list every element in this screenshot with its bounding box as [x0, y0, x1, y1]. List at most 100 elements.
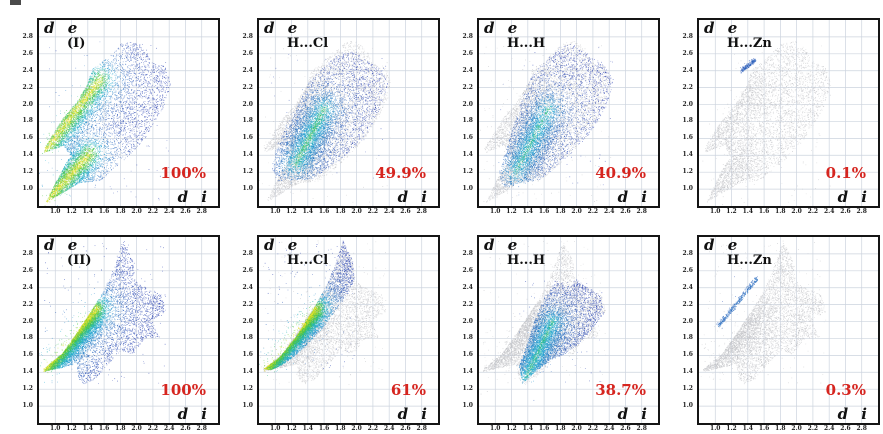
- y-tick-label: 2.2: [242, 300, 253, 308]
- percentage-label: 49.9%: [375, 164, 426, 182]
- x-tick-label: 2.0: [131, 208, 142, 215]
- percentage-label: 40.9%: [595, 164, 646, 182]
- y-tick-label: 2.4: [682, 283, 693, 291]
- y-tick-label: 2.2: [22, 83, 33, 91]
- fingerprint-panel-I: d e (I) 100% d i 1.0 1.0 1.2 1.2 1.4 1.4 1.6 1.…: [1, 0, 221, 217]
- x-axis-title: d i: [177, 405, 211, 423]
- y-tick-label: 1.6: [462, 351, 473, 359]
- x-tick-label: 2.0: [571, 208, 582, 215]
- y-tick-label: 1.8: [242, 117, 253, 125]
- figure-row-1: d e (I) 100% d i 1.0 1.0 1.2 1.2 1.4 1.4 1.6 1.…: [1, 0, 881, 217]
- scatter-canvas: [699, 20, 878, 206]
- y-axis-title: d e: [484, 19, 522, 37]
- y-tick-label: 2.8: [22, 249, 33, 257]
- x-tick-label: 1.8: [555, 208, 566, 215]
- x-tick-label: 1.4: [302, 425, 314, 432]
- x-tick-label: 1.8: [115, 425, 126, 432]
- y-tick-label: 1.4: [682, 151, 693, 159]
- x-axis-title: d i: [177, 188, 211, 206]
- x-tick-label: 2.2: [587, 208, 599, 215]
- x-axis-title: d i: [617, 405, 651, 423]
- x-tick-label: 1.2: [286, 208, 297, 215]
- y-tick-label: 2.6: [462, 49, 473, 57]
- x-tick-label: 1.4: [742, 208, 754, 215]
- x-tick-label: 2.6: [400, 425, 411, 432]
- x-tick-label: 1.4: [82, 208, 94, 215]
- y-axis-title: d e: [484, 236, 522, 254]
- x-tick-label: 1.0: [270, 425, 281, 432]
- y-tick-label: 1.4: [22, 151, 33, 159]
- scatter-canvas: [699, 237, 878, 423]
- y-tick-label: 2.0: [462, 317, 473, 325]
- y-tick-label: 1.0: [22, 185, 33, 193]
- x-tick-label: 1.8: [335, 208, 346, 215]
- panel-tag: (I): [67, 36, 86, 51]
- x-tick-label: 2.0: [791, 425, 802, 432]
- x-axis-title: d i: [617, 188, 651, 206]
- fingerprint-panel-I-HCl: d e H...Cl 49.9% d i 1.0 1.0 1.2 1.2 1.4 1.4 1…: [221, 0, 441, 217]
- y-tick-label: 2.0: [242, 317, 253, 325]
- x-tick-label: 1.0: [710, 425, 721, 432]
- scatter-canvas: [259, 237, 438, 423]
- x-tick-label: 1.6: [758, 425, 770, 432]
- x-tick-label: 1.2: [286, 425, 297, 432]
- y-tick-label: 1.6: [22, 134, 33, 142]
- y-tick-label: 1.2: [22, 168, 33, 176]
- y-tick-label: 1.8: [242, 334, 253, 342]
- x-tick-label: 1.8: [775, 425, 786, 432]
- panel-tag: H...H: [507, 253, 546, 268]
- x-tick-label: 1.2: [726, 425, 737, 432]
- x-tick-label: 2.0: [131, 425, 142, 432]
- y-tick-label: 2.6: [242, 49, 253, 57]
- y-tick-label: 1.6: [242, 351, 253, 359]
- x-tick-label: 2.0: [571, 425, 582, 432]
- y-tick-label: 2.2: [242, 83, 253, 91]
- fingerprint-panel-II: d e (II) 100% d i 1.0 1.0 1.2 1.2 1.4 1.4 1.6 1…: [1, 217, 221, 434]
- plot-area: d e (II) 100% d i: [37, 235, 220, 425]
- x-tick-label: 1.6: [98, 425, 110, 432]
- x-tick-label: 2.4: [603, 425, 615, 432]
- y-tick-label: 2.0: [242, 100, 253, 108]
- x-tick-label: 1.6: [758, 208, 770, 215]
- x-axis-title: d i: [837, 188, 871, 206]
- x-tick-label: 1.6: [318, 208, 330, 215]
- figure-row-2: d e (II) 100% d i 1.0 1.0 1.2 1.2 1.4 1.4 1.6 1…: [1, 217, 881, 434]
- x-tick-label: 1.4: [522, 208, 534, 215]
- x-tick-label: 1.2: [506, 425, 517, 432]
- percentage-label: 100%: [160, 164, 206, 182]
- x-tick-label: 2.8: [416, 425, 427, 432]
- x-tick-label: 2.8: [196, 208, 207, 215]
- y-tick-label: 2.8: [22, 32, 33, 40]
- x-tick-label: 2.2: [807, 425, 819, 432]
- x-tick-label: 1.8: [775, 208, 786, 215]
- y-tick-label: 1.2: [682, 385, 693, 393]
- percentage-label: 38.7%: [595, 381, 646, 399]
- y-tick-label: 1.6: [682, 134, 693, 142]
- plot-area: d e H...H 38.7% d i: [477, 235, 660, 425]
- percentage-label: 61%: [390, 381, 426, 399]
- y-tick-label: 2.6: [682, 49, 693, 57]
- y-axis-title: d e: [264, 236, 302, 254]
- y-tick-label: 2.8: [682, 249, 693, 257]
- y-tick-label: 1.8: [462, 117, 473, 125]
- y-axis-title: d e: [704, 19, 742, 37]
- y-tick-label: 2.8: [242, 249, 253, 257]
- y-tick-label: 1.4: [462, 368, 473, 376]
- y-tick-label: 1.6: [242, 134, 253, 142]
- x-tick-label: 1.4: [82, 425, 94, 432]
- plot-area: d e (I) 100% d i: [37, 18, 220, 208]
- y-tick-label: 1.0: [462, 402, 473, 410]
- x-tick-label: 2.4: [823, 208, 835, 215]
- y-tick-label: 2.0: [22, 317, 33, 325]
- x-tick-label: 1.2: [66, 425, 77, 432]
- y-tick-label: 2.0: [462, 100, 473, 108]
- fingerprint-panel-II-HZn: d e H...Zn 0.3% d i 1.0 1.0 1.2 1.2 1.4 1.4 1.…: [661, 217, 881, 434]
- panel-tag: H...Cl: [287, 253, 329, 268]
- x-axis-title: d i: [397, 405, 431, 423]
- y-tick-label: 1.2: [462, 385, 473, 393]
- x-tick-label: 2.0: [351, 208, 362, 215]
- x-tick-label: 2.8: [856, 208, 867, 215]
- x-tick-label: 2.8: [856, 425, 867, 432]
- plot-area: d e H...Zn 0.3% d i: [697, 235, 880, 425]
- y-tick-label: 1.8: [682, 334, 693, 342]
